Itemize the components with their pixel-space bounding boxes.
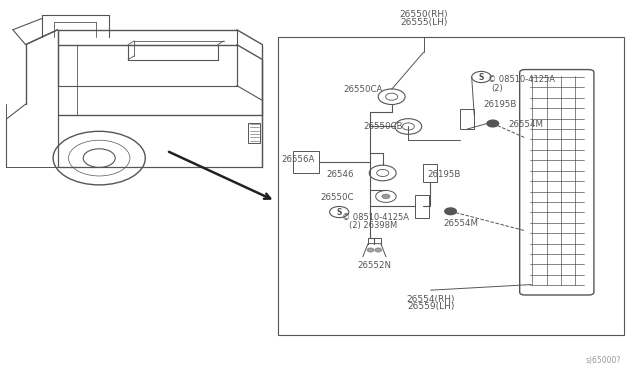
Text: 26195B: 26195B — [483, 100, 516, 109]
Text: s)65000?: s)65000? — [586, 356, 621, 365]
Bar — [248, 123, 260, 143]
Text: © 08510-4125A: © 08510-4125A — [342, 213, 410, 222]
Text: 26552N: 26552N — [357, 262, 392, 270]
Text: 26554M: 26554M — [509, 120, 544, 129]
Text: 26554(RH): 26554(RH) — [406, 295, 455, 304]
Circle shape — [367, 248, 374, 252]
Bar — [460, 109, 474, 129]
Text: © 08510-4125A: © 08510-4125A — [488, 76, 555, 84]
Circle shape — [375, 248, 381, 252]
Circle shape — [445, 208, 456, 215]
Circle shape — [487, 120, 499, 127]
Text: 26559(LH): 26559(LH) — [407, 302, 454, 311]
Text: 26195B: 26195B — [428, 170, 461, 179]
Text: 26550C: 26550C — [321, 193, 354, 202]
Bar — [415, 195, 429, 218]
Text: 26554M: 26554M — [443, 219, 478, 228]
Circle shape — [382, 194, 390, 199]
Text: S: S — [479, 73, 484, 81]
Bar — [293, 151, 319, 173]
Text: 26546: 26546 — [326, 170, 354, 179]
Bar — [278, 37, 624, 335]
Text: 26555(LH): 26555(LH) — [400, 18, 447, 27]
Text: (2): (2) — [492, 84, 503, 93]
Text: S: S — [337, 208, 342, 217]
Text: (2) 26398M: (2) 26398M — [349, 221, 397, 230]
Text: 26550CA: 26550CA — [343, 85, 383, 94]
Text: 26550CB: 26550CB — [364, 122, 403, 131]
Bar — [423, 164, 437, 182]
Text: 26550(RH): 26550(RH) — [399, 10, 448, 19]
Text: 26556A: 26556A — [282, 155, 315, 164]
